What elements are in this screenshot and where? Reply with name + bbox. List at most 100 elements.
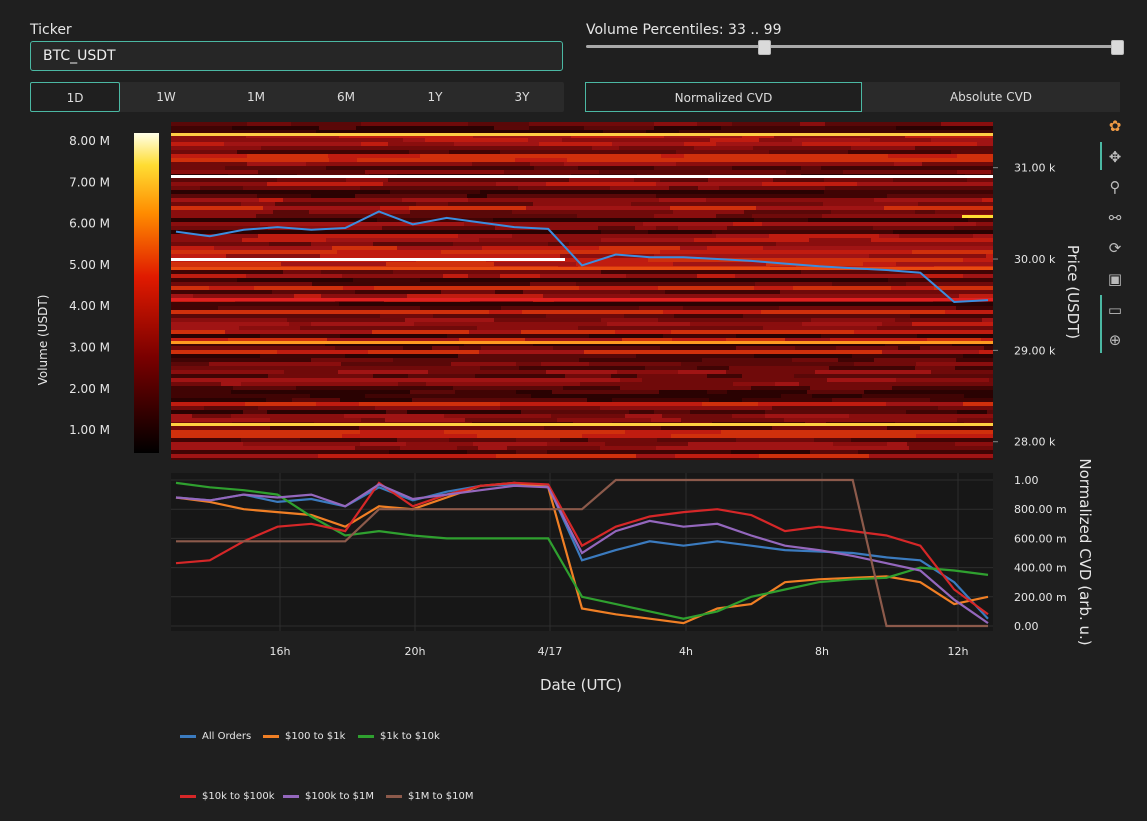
- heatmap-cell: [468, 122, 529, 126]
- heatmap-cell: [889, 242, 993, 246]
- heatmap-cell: [936, 426, 993, 430]
- normalized-cvd-button[interactable]: Normalized CVD: [585, 82, 862, 112]
- heatmap-cell: [597, 430, 625, 434]
- plotly-logo-icon[interactable]: ✿: [1108, 117, 1122, 135]
- legend-item-all-orders[interactable]: All Orders: [180, 731, 251, 742]
- heatmap-cell: [410, 210, 430, 214]
- heatmap-cell: [254, 286, 343, 290]
- pan-icon[interactable]: ✥: [1108, 148, 1122, 166]
- heatmap-cell: [682, 358, 702, 362]
- save-image-icon[interactable]: ▣: [1107, 270, 1123, 288]
- heatmap-cell: [365, 394, 420, 398]
- heatmap-cell: [512, 238, 601, 242]
- heatmap-cell: [796, 250, 891, 254]
- heatmap-cell: [589, 362, 681, 366]
- heatmap-cell: [171, 430, 255, 434]
- range-1y-button[interactable]: 1Y: [427, 90, 443, 104]
- heatmap-cell: [529, 122, 627, 126]
- heatmap-cell: [410, 390, 455, 394]
- heatmap-cell: [810, 450, 858, 454]
- legend-item-100-1k[interactable]: $100 to $1k: [263, 731, 345, 742]
- heatmap-cell: [840, 138, 870, 142]
- heatmap-cell: [792, 138, 812, 142]
- heatmap-cell: [548, 242, 569, 246]
- chart-svg: 8.00 M 7.00 M 6.00 M 5.00 M 4.00 M 3.00 M 2.00…: [36, 122, 1094, 694]
- slider-low-handle[interactable]: [758, 40, 771, 55]
- legend-item-1m-10m[interactable]: $1M to $10M: [386, 791, 473, 802]
- heatmap-cell: [670, 206, 756, 210]
- spike-lines-icon[interactable]: ⚯: [1108, 209, 1122, 227]
- reset-axes-icon[interactable]: ⟳: [1108, 239, 1122, 257]
- heatmap-cell: [222, 358, 311, 362]
- hover-compare-icon[interactable]: ⊕: [1108, 331, 1122, 349]
- heatmap-cell: [708, 178, 773, 182]
- hover-closest-icon[interactable]: ▭: [1107, 301, 1123, 319]
- legend-item-100k-1m[interactable]: $100k to $1M: [283, 791, 374, 802]
- heatmap-cell: [516, 438, 560, 442]
- heatmap-cell: [420, 306, 462, 310]
- heatmap-cell: [638, 382, 733, 386]
- range-1w-button[interactable]: 1W: [156, 90, 176, 104]
- legend-item-10k-100k[interactable]: $10k to $100k: [180, 791, 275, 802]
- legend-item-1k-10k[interactable]: $1k to $10k: [358, 731, 440, 742]
- heatmap-cell: [409, 150, 449, 154]
- heatmap-cell: [512, 210, 563, 214]
- legend-label: $1M to $10M: [408, 791, 474, 802]
- heatmap-cell: [369, 378, 466, 382]
- heatmap-cell: [209, 362, 258, 366]
- heatmap-cell: [891, 250, 912, 254]
- heatmap-cell: [171, 290, 211, 294]
- heatmap-cell: [218, 306, 328, 310]
- heatmap-cell: [863, 374, 930, 378]
- heatmap-cell: [735, 274, 848, 278]
- heatmap-cell: [862, 394, 964, 398]
- heatmap-cell: [453, 386, 563, 390]
- heatmap-cell: [171, 222, 260, 226]
- heatmap-cell: [531, 394, 625, 398]
- heatmap-cell: [231, 390, 292, 394]
- heatmap-cell: [171, 354, 234, 358]
- heatmap-cell: [391, 322, 414, 326]
- heatmap-cell: [315, 142, 361, 146]
- heatmap-cell: [405, 318, 494, 322]
- heatmap-cell: [742, 374, 794, 378]
- heatmap-cell: [741, 446, 849, 450]
- heatmap-cell: [746, 434, 830, 438]
- range-1m-button[interactable]: 1M: [247, 90, 265, 104]
- heatmap-cell: [407, 294, 523, 298]
- heatmap-cell: [296, 310, 324, 314]
- heatmap-cell: [229, 158, 329, 162]
- heatmap-cell: [420, 126, 494, 130]
- heatmap-cell: [733, 222, 762, 226]
- range-6m-button[interactable]: 6M: [337, 90, 355, 104]
- heatmap-cell: [477, 326, 578, 330]
- heatmap-cell: [171, 226, 208, 230]
- zoom-icon[interactable]: ⚲: [1109, 178, 1121, 196]
- heatmap-cell: [374, 286, 400, 290]
- heatmap-cell: [171, 402, 245, 406]
- volume-percentiles-slider-track[interactable]: [586, 45, 1118, 48]
- heatmap-cell: [721, 430, 812, 434]
- slider-high-handle[interactable]: [1111, 40, 1124, 55]
- heatmap-cell: [257, 194, 311, 198]
- heatmap-cell: [171, 446, 262, 450]
- heatmap-cell: [342, 434, 366, 438]
- heatmap-cell: [277, 178, 346, 182]
- heatmap-cell: [988, 182, 993, 186]
- range-1d-button[interactable]: 1D: [30, 82, 120, 112]
- heatmap-cell: [821, 166, 886, 170]
- heatmap-cell: [924, 274, 963, 278]
- heatmap-cell: [335, 346, 403, 350]
- ticker-input[interactable]: BTC_USDT: [30, 41, 563, 71]
- heatmap-cell: [496, 182, 546, 186]
- heatmap-cell: [475, 374, 496, 378]
- heatmap-cell: [283, 198, 402, 202]
- heatmap-cell: [634, 178, 660, 182]
- absolute-cvd-button[interactable]: Absolute CVD: [949, 90, 1033, 104]
- range-3y-button[interactable]: 3Y: [514, 90, 530, 104]
- heatmap-cell: [882, 322, 912, 326]
- heatmap-cell: [519, 278, 616, 282]
- heatmap-cell: [957, 418, 993, 422]
- heatmap-cell: [936, 194, 993, 198]
- heatmap-cell: [444, 414, 551, 418]
